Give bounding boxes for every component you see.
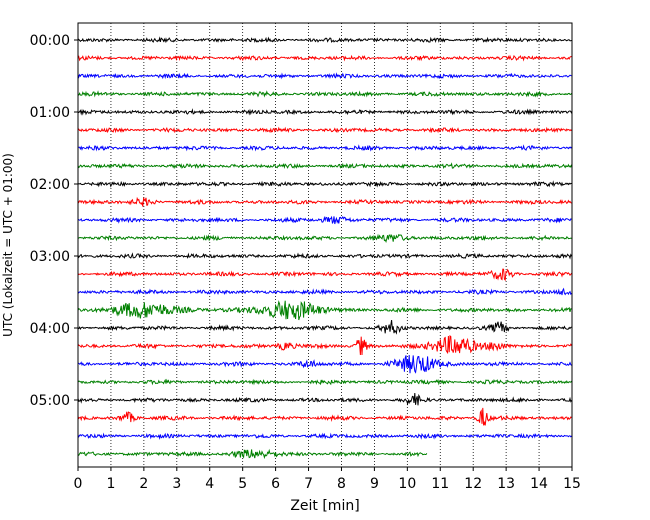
seismic-trace-16 [77, 320, 572, 335]
seismic-trace-15 [77, 300, 572, 321]
x-axis-title: Zeit [min] [290, 498, 359, 514]
seismic-trace-3 [77, 90, 573, 98]
x-tick-label: 14 [530, 476, 548, 492]
seismic-trace-2 [77, 72, 572, 80]
seismic-trace-23 [77, 448, 428, 460]
x-tick-label: 3 [172, 476, 181, 492]
seismic-trace-5 [77, 126, 572, 134]
seismic-trace-19 [77, 378, 573, 386]
x-tick-label: 5 [238, 476, 247, 492]
seismic-trace-18 [77, 354, 572, 374]
x-tick-label: 11 [431, 476, 449, 492]
seismic-trace-13 [77, 268, 573, 282]
x-tick-label: 12 [464, 476, 482, 492]
y-tick-label: 01:00 [30, 105, 70, 121]
seismic-trace-22 [77, 432, 572, 440]
x-tick-label: 4 [205, 476, 214, 492]
x-tick-label: 2 [139, 476, 148, 492]
seismic-trace-11 [77, 233, 572, 243]
seismic-trace-1 [77, 54, 572, 62]
seismic-trace-12 [77, 252, 573, 260]
y-axis-title: UTC (Lokalzeit = UTC + 01:00) [1, 153, 15, 337]
plot-frame [77, 22, 573, 468]
y-tick-label: 02:00 [30, 177, 70, 193]
y-tick-label: 00:00 [30, 33, 70, 49]
y-axis-ticks: 00:00 01:00 02:00 03:00 04:00 05:00 [30, 33, 78, 409]
x-tick-label: 15 [563, 476, 581, 492]
trace-group [77, 36, 573, 460]
x-tick-label: 10 [398, 476, 416, 492]
grid-lines [110, 23, 540, 467]
x-tick-label: 7 [304, 476, 313, 492]
x-axis-ticks: 0 1 2 3 4 5 6 7 8 9 10 11 12 13 14 15 [74, 467, 581, 492]
seismic-trace-8 [77, 180, 572, 188]
seismic-trace-17 [77, 335, 573, 356]
y-tick-label: 03:00 [30, 249, 70, 265]
seismic-trace-7 [77, 162, 573, 170]
seismic-trace-20 [77, 392, 573, 406]
seismic-trace-9 [77, 196, 572, 207]
x-tick-label: 8 [337, 476, 346, 492]
seismic-trace-21 [77, 407, 572, 426]
y-tick-label: 05:00 [30, 393, 70, 409]
x-tick-label: 1 [106, 476, 115, 492]
seismic-trace-6 [77, 144, 572, 152]
x-tick-label: 9 [370, 476, 379, 492]
x-tick-label: 6 [271, 476, 280, 492]
seismic-trace-10 [77, 215, 572, 225]
seismic-trace-4 [77, 108, 573, 116]
seismic-trace-14 [77, 287, 572, 296]
x-tick-label: 0 [74, 476, 83, 492]
seismic-trace-0 [77, 36, 572, 44]
y-tick-label: 04:00 [30, 321, 70, 337]
x-tick-label: 13 [497, 476, 515, 492]
